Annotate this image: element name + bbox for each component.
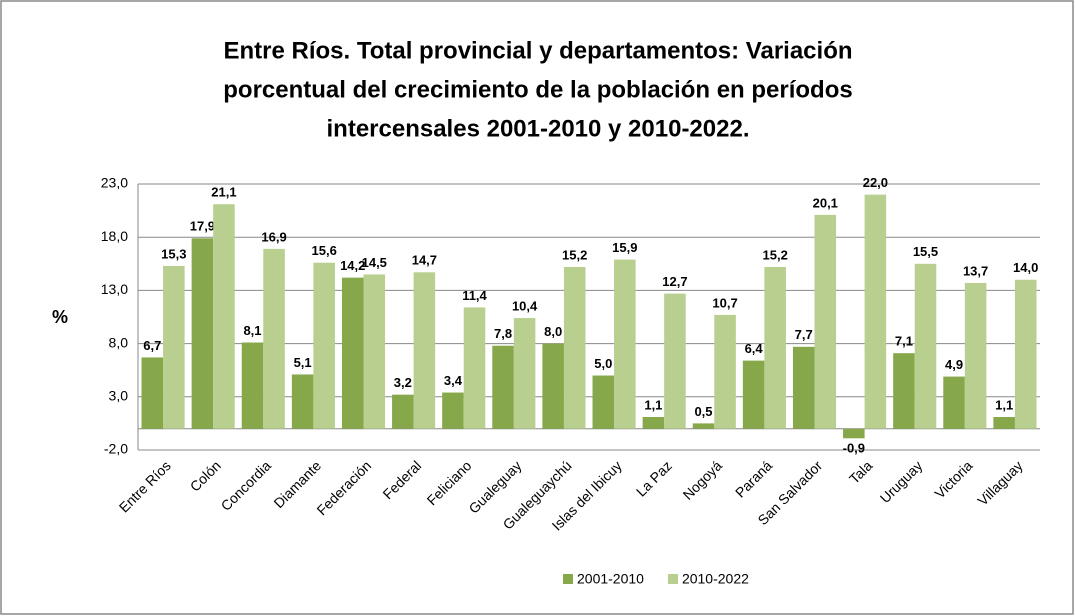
bar — [843, 428, 865, 439]
value-label: 15,5 — [913, 244, 938, 259]
bar — [814, 214, 837, 429]
bar — [642, 417, 665, 429]
y-tick-label: 8,0 — [109, 334, 129, 350]
bar — [363, 274, 386, 429]
value-label: 1,1 — [644, 397, 662, 412]
value-label: 15,2 — [562, 247, 587, 262]
chart-title: intercensales 2001-2010 y 2010-2022. — [327, 115, 750, 142]
value-label: 10,4 — [512, 299, 538, 314]
value-label: 15,3 — [161, 246, 186, 261]
y-tick-label: 13,0 — [101, 281, 128, 297]
value-label: 3,4 — [444, 373, 463, 388]
bar — [943, 376, 965, 429]
value-label: 21,1 — [211, 185, 236, 200]
bar — [442, 392, 464, 429]
chart-title: Entre Ríos. Total provincial y departame… — [223, 37, 852, 64]
value-label: 13,7 — [963, 263, 988, 278]
y-tick-label: -2,0 — [104, 441, 128, 457]
bar — [141, 357, 164, 429]
bar — [191, 238, 214, 429]
bar — [614, 259, 636, 429]
value-label: 12,7 — [662, 274, 687, 289]
bar — [291, 374, 314, 429]
bar — [964, 282, 987, 429]
value-label: 14,7 — [412, 253, 437, 268]
value-label: 5,1 — [294, 355, 312, 370]
bar — [213, 204, 235, 429]
value-label: 15,2 — [763, 247, 788, 262]
value-label: 15,6 — [312, 243, 337, 258]
value-label: 16,9 — [261, 229, 286, 244]
chart-title: porcentual del crecimiento de la poblaci… — [223, 76, 852, 103]
value-label: 8,0 — [544, 324, 562, 339]
value-label: 11,4 — [462, 288, 487, 303]
bar — [714, 314, 736, 429]
bar — [163, 265, 185, 429]
bar — [492, 345, 514, 429]
bar — [742, 360, 765, 429]
y-axis-label: % — [52, 307, 68, 327]
bar — [664, 293, 686, 429]
value-label: 14,5 — [362, 255, 387, 270]
value-label: 14,0 — [1013, 260, 1038, 275]
value-label: 14,2 — [340, 258, 365, 273]
value-label: 6,4 — [745, 341, 764, 356]
bar — [764, 266, 786, 429]
bar — [313, 262, 335, 429]
bar — [263, 248, 285, 429]
value-label: 15,9 — [612, 240, 637, 255]
value-label: 7,7 — [795, 327, 813, 342]
value-label: 3,2 — [394, 375, 412, 390]
bar — [341, 277, 364, 429]
value-label: -0,9 — [843, 441, 865, 456]
legend-label: 2001-2010 — [577, 571, 644, 587]
bar — [893, 353, 915, 429]
bar — [914, 263, 937, 429]
bar — [413, 272, 436, 429]
bar — [563, 266, 586, 429]
y-tick-label: 18,0 — [101, 228, 128, 244]
bar — [592, 375, 615, 429]
bar — [792, 346, 815, 429]
value-label: 8,1 — [243, 323, 261, 338]
value-label: 7,1 — [895, 334, 913, 349]
value-label: 5,0 — [594, 356, 612, 371]
value-label: 4,9 — [945, 357, 963, 372]
bar — [463, 307, 486, 429]
legend-swatch — [667, 574, 678, 584]
legend-label: 2010-2022 — [682, 571, 749, 587]
bar — [864, 194, 887, 429]
value-label: 0,5 — [694, 404, 712, 419]
y-tick-label: 3,0 — [109, 388, 129, 404]
value-label: 6,7 — [143, 338, 161, 353]
bar — [392, 394, 414, 429]
bar — [993, 417, 1015, 429]
y-tick-label: 23,0 — [101, 175, 128, 191]
bar — [692, 423, 715, 429]
value-label: 17,9 — [190, 219, 215, 234]
value-label: 22,0 — [863, 175, 888, 190]
bar — [241, 342, 264, 429]
bar — [542, 343, 564, 429]
bar — [513, 318, 536, 429]
value-label: 20,1 — [813, 195, 838, 210]
bar — [1014, 279, 1037, 429]
value-label: 7,8 — [494, 326, 512, 341]
legend-swatch — [563, 574, 573, 584]
value-label: 10,7 — [712, 295, 737, 310]
value-label: 1,1 — [995, 397, 1013, 412]
